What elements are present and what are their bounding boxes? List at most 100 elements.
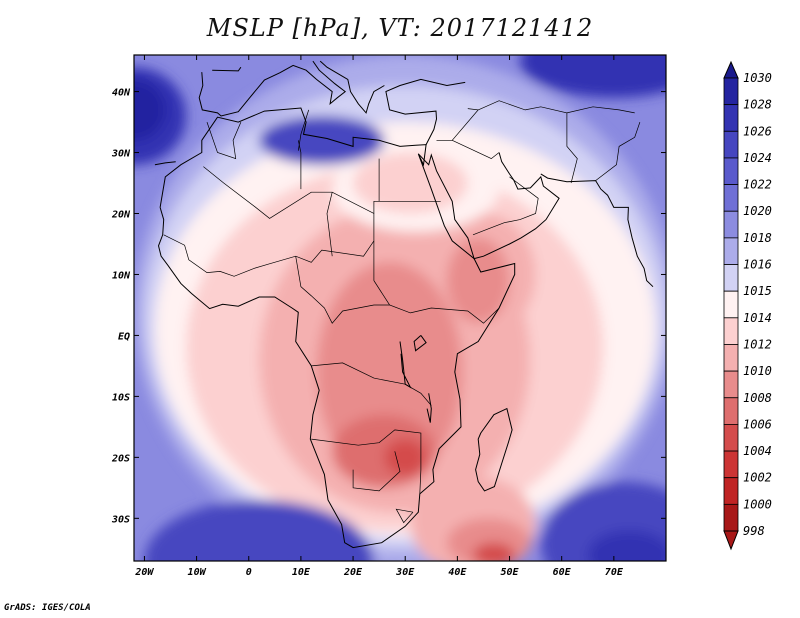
pressure-field xyxy=(134,55,666,561)
colorbar-swatch xyxy=(723,450,739,479)
colorbar-label: 1028 xyxy=(743,98,772,112)
coastline xyxy=(154,161,176,166)
country-border xyxy=(326,192,333,257)
colorbar-swatch xyxy=(723,290,739,319)
lat-tick-label: 10N xyxy=(112,270,131,281)
map-axes: 20W 10W 0 10E 20E 30E 40E 50E 60E 70E 40N 30N 20N 10N… xyxy=(111,55,666,578)
colorbar-arrow-top xyxy=(723,60,739,79)
colorbar-swatch xyxy=(723,130,739,159)
country-border xyxy=(436,108,479,141)
pressure-region xyxy=(384,439,427,476)
coastline xyxy=(212,66,242,72)
coastline xyxy=(198,60,347,117)
pressure-region xyxy=(473,542,515,561)
map-plot-area xyxy=(134,55,666,561)
coastline xyxy=(157,107,516,549)
colorbar-label: 1014 xyxy=(743,311,772,325)
coastline xyxy=(413,335,427,352)
coastline xyxy=(475,407,513,492)
lon-tick-label: 10E xyxy=(292,567,311,578)
lat-tick-label: 40N xyxy=(112,88,131,99)
colorbar-label: 998 xyxy=(743,524,765,538)
colorbar-label: 1000 xyxy=(743,497,772,511)
country-border xyxy=(297,140,302,190)
colorbar-label: 1030 xyxy=(743,71,772,85)
colorbar-swatch xyxy=(723,370,739,399)
country-border xyxy=(472,176,539,236)
colorbar-swatch xyxy=(723,503,739,532)
lon-tick-label: 0 xyxy=(246,567,252,578)
lon-tick-label: 10W xyxy=(188,567,207,578)
lon-tick-label: 30E xyxy=(395,567,415,578)
colorbar-swatch xyxy=(723,184,739,212)
colorbar-label: 1018 xyxy=(743,231,772,245)
colorbar-label: 1024 xyxy=(743,151,772,165)
country-border xyxy=(478,100,578,184)
country-border xyxy=(566,106,635,114)
country-border xyxy=(311,362,432,406)
colorbar-label: 1010 xyxy=(743,364,772,378)
colorbar-swatch xyxy=(723,397,739,425)
map-title: MSLP [hPa], VT: 2017121412 xyxy=(206,14,594,42)
colorbar-label: 1006 xyxy=(743,417,772,431)
coastline xyxy=(426,393,432,423)
country-border xyxy=(595,121,641,181)
coastline xyxy=(385,78,466,145)
map-frame xyxy=(133,54,667,562)
pressure-region xyxy=(353,152,468,214)
colorbar-label: 1015 xyxy=(743,284,772,298)
pressure-region xyxy=(587,530,666,561)
country-border xyxy=(452,139,500,160)
colorbar-swatch xyxy=(723,344,739,372)
colorbar-swatch xyxy=(723,237,739,265)
colorbar-swatch xyxy=(723,264,739,292)
country-border xyxy=(352,451,401,492)
colorbar-label: 1016 xyxy=(743,258,772,272)
lat-tick-label: 10S xyxy=(112,392,130,403)
lon-tick-label: 40E xyxy=(448,567,467,578)
lon-tick-label: 20W xyxy=(134,567,154,578)
lat-tick-label: 20N xyxy=(111,210,131,221)
colorbar-label: 1004 xyxy=(743,444,772,458)
colorbar-swatch xyxy=(723,210,739,239)
colorbar-label: 1002 xyxy=(743,471,772,485)
colorbar-swatch xyxy=(723,477,739,505)
country-border xyxy=(311,429,422,494)
lat-tick-label: EQ xyxy=(118,331,130,342)
country-border xyxy=(395,508,414,524)
colorbar-swatch xyxy=(723,424,739,452)
colorbar-swatch xyxy=(723,317,739,345)
colorbar-label: 1012 xyxy=(743,337,772,351)
colorbar-arrow-bottom xyxy=(723,530,739,551)
credit-text: GrADS: IGES/COLA xyxy=(4,603,91,613)
country-border xyxy=(373,200,441,214)
lon-tick-label: 70E xyxy=(605,567,624,578)
coastline xyxy=(319,60,385,114)
country-border xyxy=(373,240,500,324)
lon-tick-label: 50E xyxy=(500,567,519,578)
colorbar-swatch xyxy=(723,104,739,132)
colorbar-swatch xyxy=(723,77,739,106)
lat-tick-label: 20S xyxy=(111,453,130,464)
lon-tick-label: 20E xyxy=(343,567,363,578)
lat-tick-label: 30N xyxy=(111,149,131,160)
pressure-region xyxy=(144,500,374,561)
country-border xyxy=(295,256,390,324)
colorbar-swatch xyxy=(723,157,739,185)
pressure-region xyxy=(446,237,510,324)
coastlines xyxy=(154,60,654,549)
lat-tick-label: 30S xyxy=(111,514,130,525)
colorbar-label: 1022 xyxy=(743,178,772,192)
colorbar-label: 1020 xyxy=(743,204,772,218)
country-border xyxy=(206,121,242,160)
colorbar-label: 1008 xyxy=(743,391,772,405)
pressure-region xyxy=(134,79,166,141)
colorbar-label: 1026 xyxy=(743,124,772,138)
pressure-region xyxy=(519,55,666,98)
pressure-region xyxy=(259,115,385,165)
colorbar: 1030 1028 1026 1024 1022 1020 1018 1016 1015 1014… xyxy=(723,60,772,551)
country-border xyxy=(163,166,375,277)
coastline xyxy=(417,152,560,260)
lon-tick-label: 60E xyxy=(553,567,572,578)
